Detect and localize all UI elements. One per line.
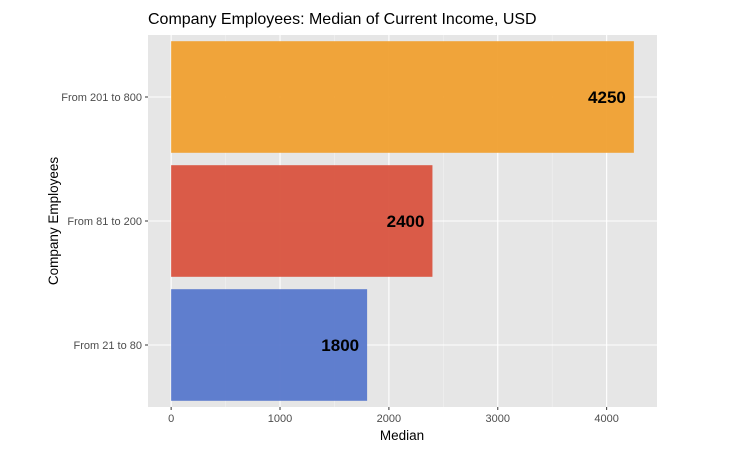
- x-tick-label: 3000: [486, 413, 510, 425]
- chart-title: Company Employees: Median of Current Inc…: [148, 11, 537, 28]
- x-axis-label: Median: [380, 428, 424, 443]
- y-axis-label: Company Employees: [46, 157, 61, 286]
- data-label: 1800: [321, 336, 359, 355]
- y-tick-label: From 81 to 200: [67, 216, 142, 228]
- data-label: 4250: [588, 88, 626, 107]
- y-tick-label: From 201 to 800: [61, 92, 142, 104]
- x-tick-label: 1000: [268, 413, 292, 425]
- bar-from-21-to-80: [171, 289, 368, 401]
- y-tick-label: From 21 to 80: [74, 340, 142, 352]
- bar-from-81-to-200: [171, 165, 433, 277]
- data-label: 2400: [387, 212, 425, 231]
- data-labels: 1800 2400 4250: [321, 88, 626, 355]
- x-tick-label: 0: [168, 413, 174, 425]
- bar-from-201-to-800: [171, 41, 634, 153]
- x-tick-label: 2000: [377, 413, 401, 425]
- x-axis: 0 1000 2000 3000 4000: [168, 407, 619, 425]
- bars: [171, 41, 634, 401]
- y-axis: From 21 to 80 From 81 to 200 From 201 to 8…: [61, 92, 148, 352]
- x-tick-label: 4000: [594, 413, 618, 425]
